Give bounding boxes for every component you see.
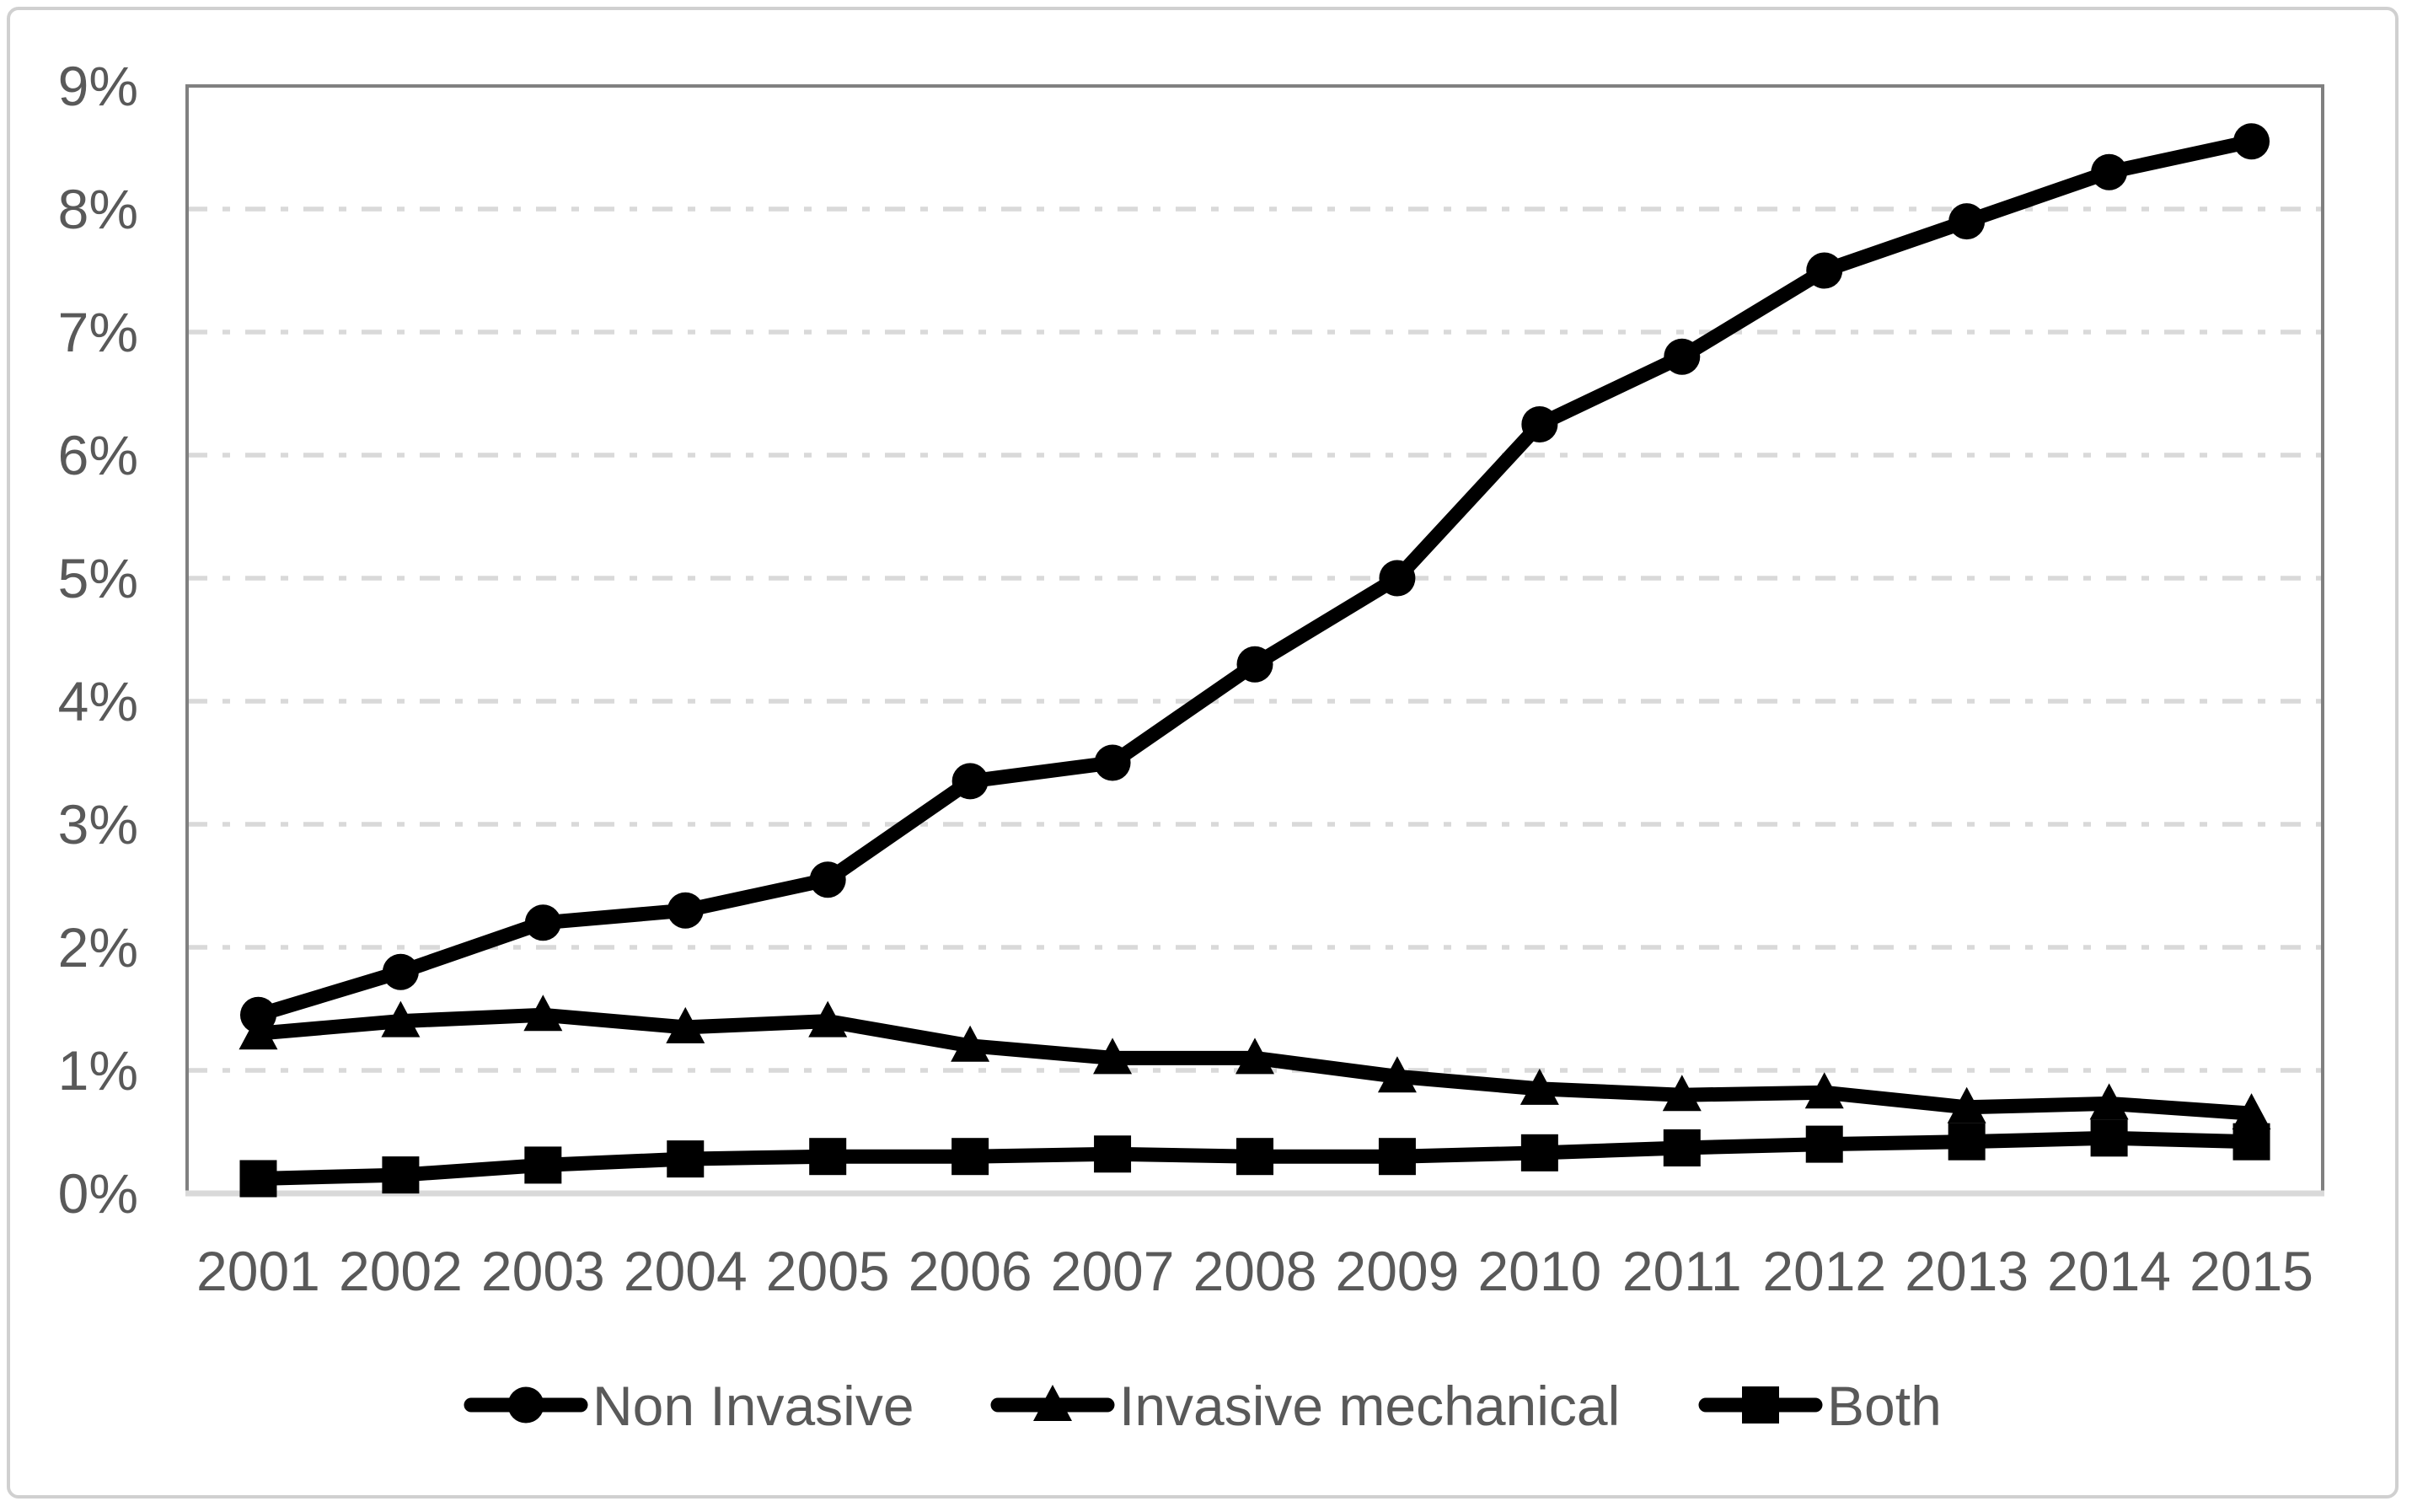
y-axis-tick-label: 3%: [58, 793, 138, 855]
triangle-marker-icon: [1662, 1075, 1702, 1112]
line-chart: 0% 1% 2% 3% 4% 5% 6% 7% 8% 9% 2001 2002 2003 2004 2005…: [58, 55, 2324, 1437]
circle-marker-icon: [382, 953, 419, 990]
circle-marker-icon: [1094, 744, 1131, 781]
square-marker-icon: [1663, 1129, 1701, 1166]
triangle-marker-icon: [951, 1025, 990, 1062]
series-both: [239, 1119, 2270, 1198]
legend-label-invasive-mechanical: Invasive mechanical: [1119, 1375, 1620, 1437]
x-axis-tick-label: 2004: [624, 1240, 748, 1302]
circle-marker-icon: [1806, 252, 1843, 289]
square-marker-icon: [1948, 1123, 1986, 1161]
triangle-marker-icon: [1804, 1072, 1844, 1109]
y-axis: 0% 1% 2% 3% 4% 5% 6% 7% 8% 9%: [58, 55, 138, 1225]
circle-marker-icon: [1664, 338, 1701, 375]
square-marker-icon: [1520, 1134, 1558, 1172]
triangle-marker-icon: [1093, 1037, 1133, 1075]
triangle-marker-icon: [523, 995, 563, 1032]
triangle-marker-icon: [1520, 1068, 1559, 1105]
triangle-marker-icon: [1947, 1086, 1986, 1123]
circle-marker-icon: [809, 861, 846, 898]
x-axis-tick-label: 2011: [1622, 1240, 1742, 1302]
figure-frame: 0% 1% 2% 3% 4% 5% 6% 7% 8% 9% 2001 2002 2003 2004 2005…: [7, 7, 2399, 1499]
gridlines: [187, 206, 2323, 1073]
square-marker-icon: [1742, 1386, 1779, 1424]
triangle-marker-icon: [1377, 1056, 1417, 1093]
legend: Non Invasive Invasive mechanical Both: [464, 1375, 1942, 1437]
y-axis-tick-label: 2%: [58, 916, 138, 979]
triangle-marker-icon: [666, 1006, 705, 1043]
series-non-invasive: [239, 123, 2270, 1033]
triangle-marker-icon: [1033, 1385, 1072, 1421]
circle-marker-icon: [507, 1386, 544, 1424]
x-axis-tick-label: 2002: [339, 1240, 463, 1302]
square-marker-icon: [809, 1138, 847, 1176]
y-axis-tick-label: 6%: [58, 424, 138, 486]
legend-label-non-invasive: Non Invasive: [592, 1375, 914, 1437]
y-axis-tick-label: 7%: [58, 301, 138, 363]
x-axis-tick-label: 2001: [196, 1240, 320, 1302]
circle-marker-icon: [1379, 560, 1416, 597]
triangle-marker-icon: [381, 1000, 421, 1037]
circle-marker-icon: [2091, 153, 2128, 190]
x-axis: 2001 2002 2003 2004 2005 2006 2007 2008 2009 2010…: [196, 1240, 2313, 1302]
circle-marker-icon: [1521, 406, 1558, 442]
circle-marker-icon: [951, 763, 989, 800]
square-marker-icon: [2090, 1119, 2128, 1157]
legend-item-non-invasive: Non Invasive: [464, 1375, 914, 1437]
circle-marker-icon: [524, 904, 561, 941]
x-axis-tick-label: 2009: [1336, 1240, 1460, 1302]
circle-marker-icon: [667, 892, 704, 929]
square-marker-icon: [1094, 1135, 1132, 1173]
legend-item-invasive-mechanical: Invasive mechanical: [990, 1375, 1620, 1437]
circle-marker-icon: [1948, 203, 1986, 240]
y-axis-tick-label: 9%: [58, 55, 138, 117]
square-marker-icon: [951, 1138, 989, 1176]
series-line-non-invasive: [250, 134, 2259, 1022]
triangle-marker-icon: [808, 1000, 848, 1037]
x-axis-tick-label: 2003: [481, 1240, 605, 1302]
x-axis-tick-label: 2006: [909, 1240, 1032, 1302]
square-marker-icon: [524, 1146, 562, 1184]
square-marker-icon: [1378, 1138, 1416, 1176]
triangle-marker-icon: [2232, 1093, 2271, 1130]
x-axis-tick-label: 2013: [1905, 1240, 2029, 1302]
plot-border: [185, 84, 2324, 1193]
x-axis-tick-label: 2012: [1762, 1240, 1886, 1302]
x-axis-tick-label: 2005: [766, 1240, 890, 1302]
legend-label-both: Both: [1827, 1375, 1942, 1437]
square-marker-icon: [1236, 1138, 1273, 1176]
square-marker-icon: [239, 1160, 277, 1198]
x-axis-tick-label: 2007: [1051, 1240, 1175, 1302]
circle-marker-icon: [2233, 123, 2270, 160]
x-axis-tick-label: 2015: [2190, 1240, 2313, 1302]
circle-marker-icon: [1236, 646, 1273, 683]
circle-marker-icon: [239, 996, 276, 1033]
y-axis-tick-label: 1%: [58, 1039, 138, 1102]
square-marker-icon: [382, 1156, 420, 1194]
series-invasive-mechanical: [239, 995, 2271, 1130]
y-axis-tick-label: 5%: [58, 547, 138, 609]
triangle-marker-icon: [2089, 1083, 2129, 1120]
y-axis-tick-label: 4%: [58, 670, 138, 732]
square-marker-icon: [1805, 1125, 1843, 1163]
y-axis-tick-label: 8%: [58, 178, 138, 240]
y-axis-tick-label: 0%: [58, 1162, 138, 1225]
x-axis-tick-label: 2008: [1193, 1240, 1317, 1302]
x-axis-tick-label: 2014: [2047, 1240, 2171, 1302]
legend-item-both: Both: [1698, 1375, 1942, 1437]
square-marker-icon: [667, 1140, 705, 1178]
triangle-marker-icon: [1235, 1037, 1274, 1075]
x-axis-tick-label: 2010: [1477, 1240, 1601, 1302]
